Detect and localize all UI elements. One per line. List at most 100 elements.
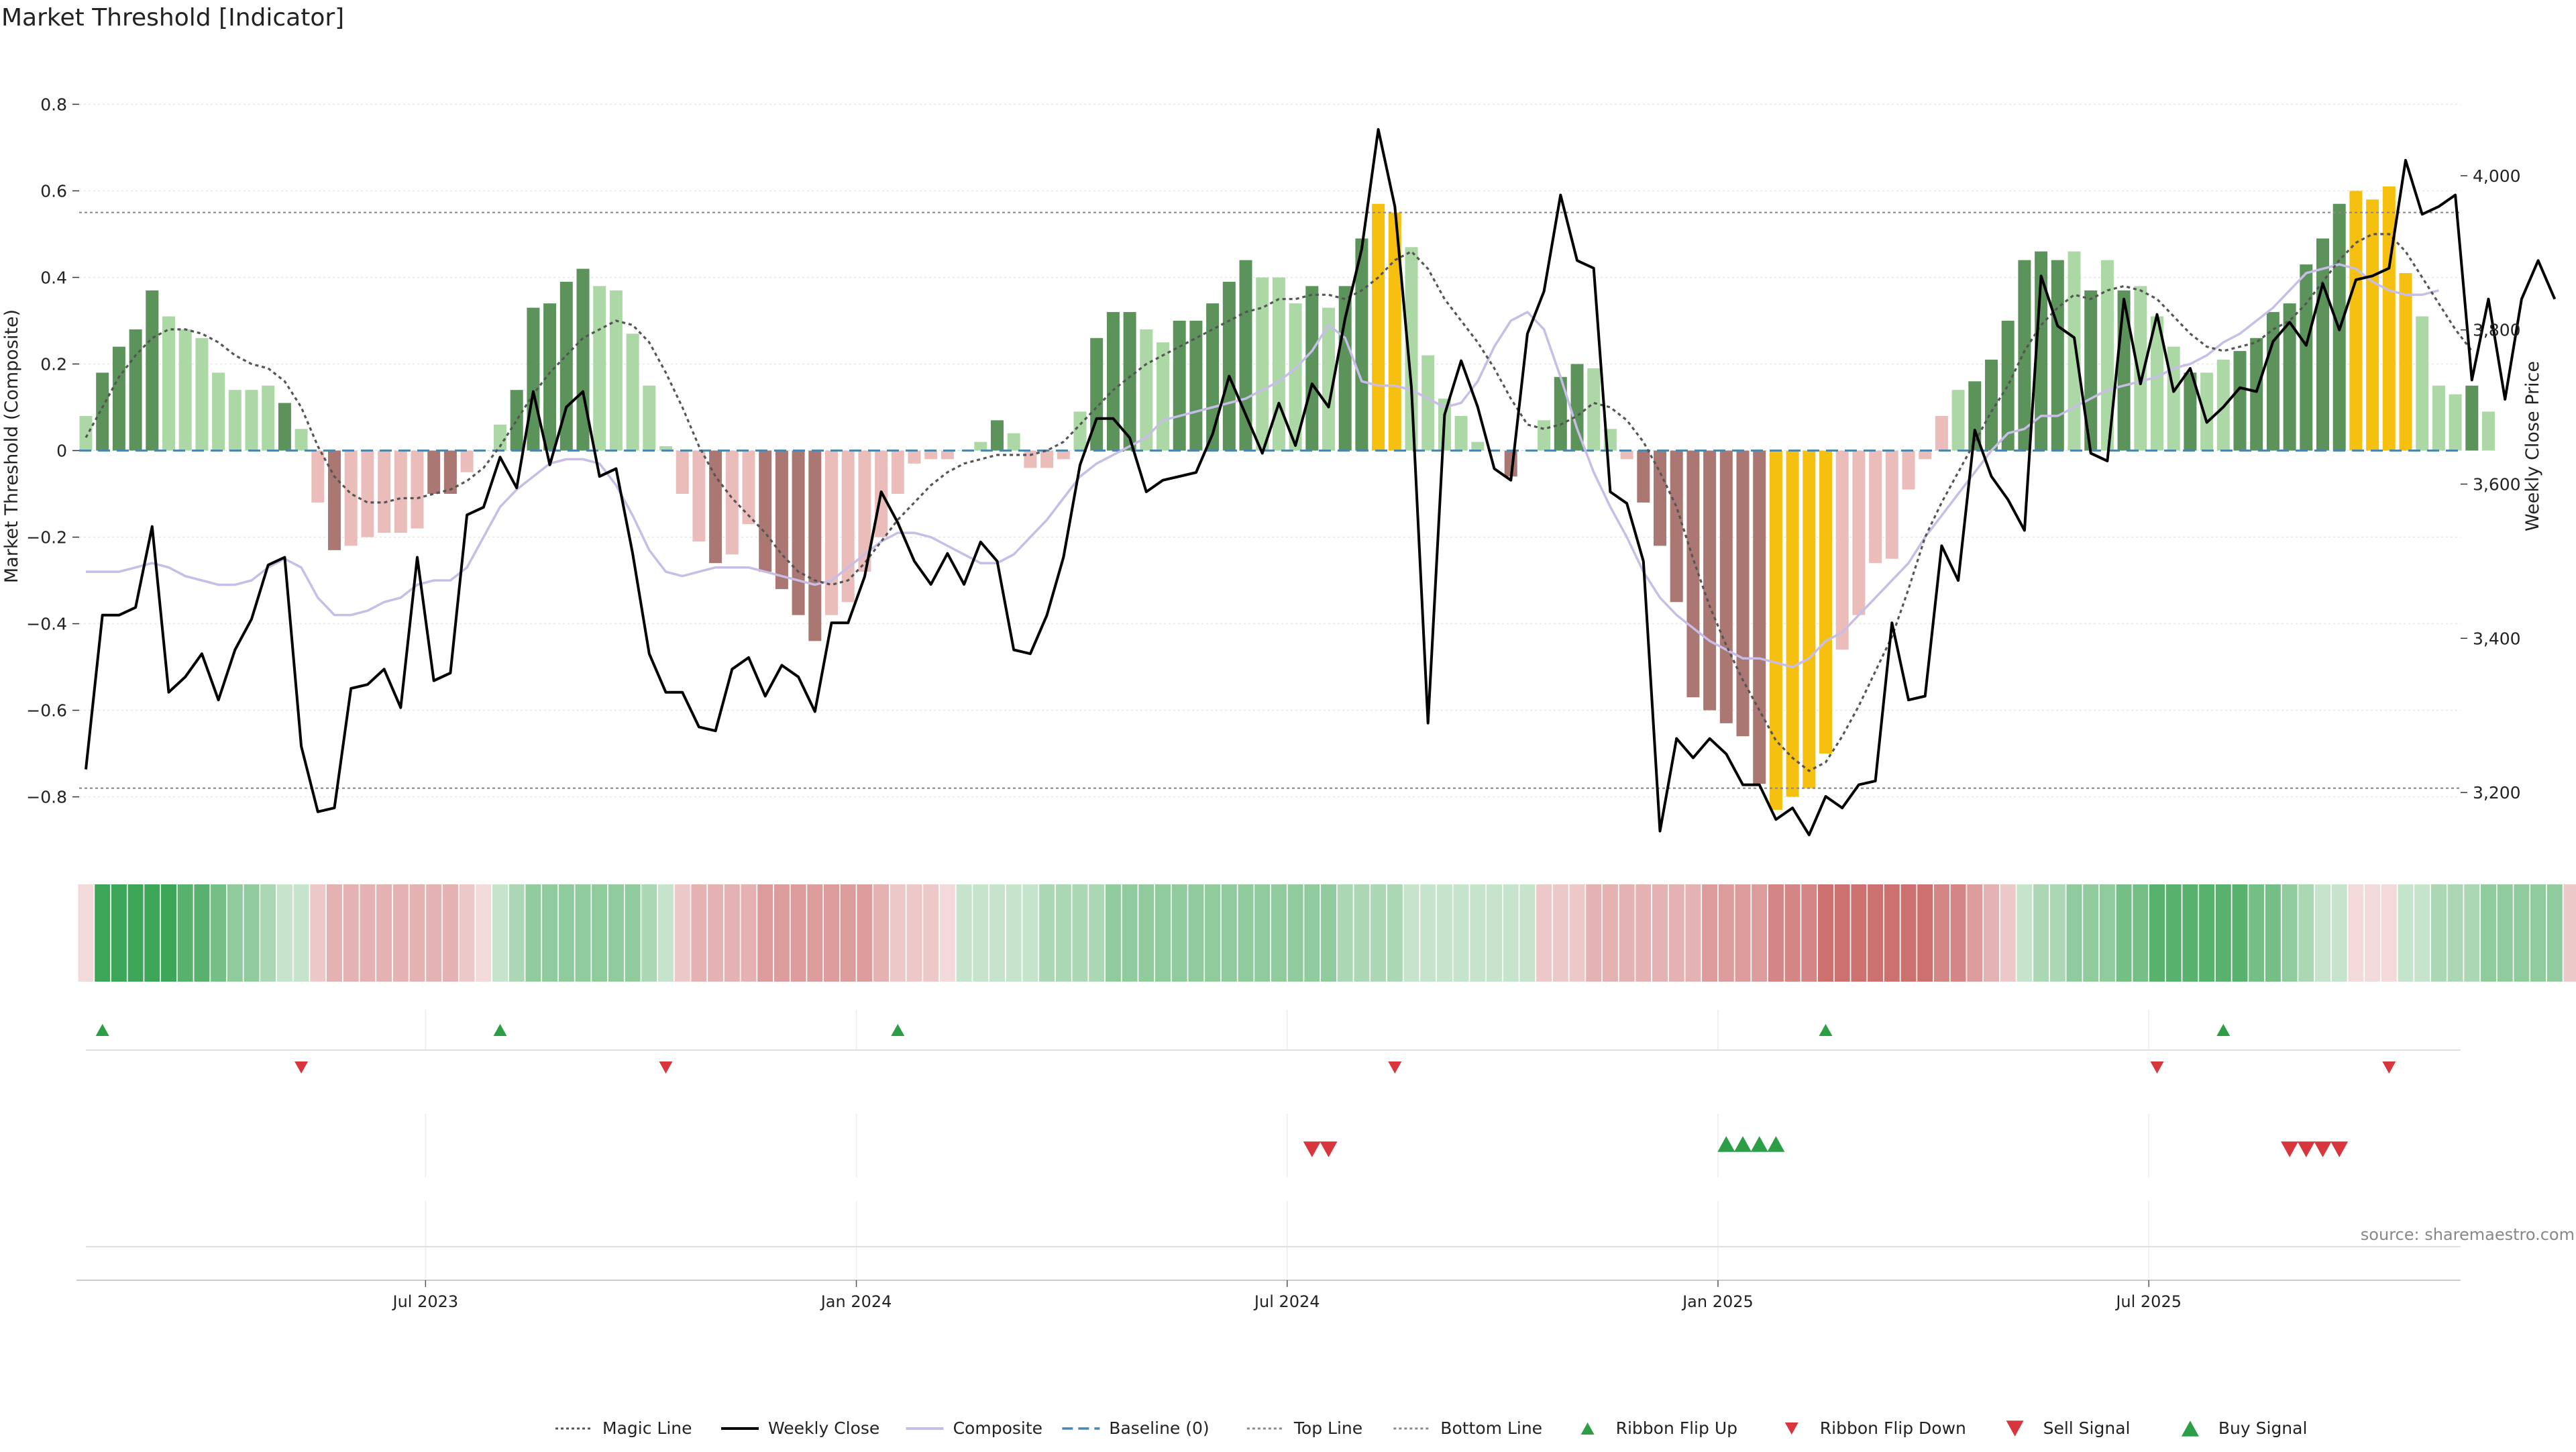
ribbon-cell	[824, 884, 839, 982]
left-tick-label: 0	[56, 442, 67, 461]
legend-swatch	[1581, 1422, 1595, 1435]
ribbon-cell	[2332, 884, 2347, 982]
composite-bar	[1703, 451, 1716, 711]
x-tick-label: Jan 2024	[820, 1292, 892, 1311]
ribbon-cell	[2448, 884, 2463, 982]
ribbon-cell	[724, 884, 740, 982]
ribbon-cell	[525, 884, 541, 982]
composite-bar	[643, 386, 655, 451]
ribbon-cell	[890, 884, 906, 982]
ribbon-cell	[658, 884, 674, 982]
ribbon-cell	[691, 884, 706, 982]
legend-swatch	[1785, 1422, 1799, 1435]
ribbon-cell	[542, 884, 557, 982]
ribbon-cell	[1851, 884, 1866, 982]
composite-bar	[759, 451, 771, 572]
ribbon-cell	[2498, 884, 2513, 982]
composite-bar	[229, 390, 241, 450]
composite-bar	[2349, 191, 2362, 450]
ribbon-cell	[807, 884, 822, 982]
left-tick-label: −0.4	[26, 615, 67, 634]
ribbon-cell	[1652, 884, 1668, 982]
ribbon-flip-up-marker	[96, 1024, 109, 1036]
ribbon-cell	[1619, 884, 1635, 982]
legend-label: Composite	[953, 1418, 1042, 1438]
composite-bar	[1637, 451, 1650, 503]
composite-bar	[1621, 451, 1633, 460]
ribbon-cell	[1570, 884, 1585, 982]
composite-bar	[1008, 433, 1020, 451]
ribbon-cell	[841, 884, 856, 982]
ribbon-cell	[1437, 884, 1452, 982]
ribbon-cell	[1818, 884, 1833, 982]
legend-item: Composite	[906, 1418, 1042, 1438]
ribbon-cell	[873, 884, 889, 982]
ribbon-cell	[393, 884, 409, 982]
sell-signal-marker	[2298, 1141, 2315, 1157]
ribbon-cell	[2265, 884, 2281, 982]
legend-label: Buy Signal	[2218, 1418, 2308, 1438]
ribbon-cell	[1470, 884, 1485, 982]
ribbon-cell	[1719, 884, 1734, 982]
ribbon-cell	[2547, 884, 2563, 982]
ribbon-cell	[989, 884, 1005, 982]
legend-item: Ribbon Flip Up	[1581, 1418, 1737, 1438]
ribbon-flip-up-marker	[891, 1024, 904, 1036]
composite-bar	[1074, 411, 1087, 450]
ribbon-cell	[194, 884, 209, 982]
composite-bar	[96, 372, 109, 450]
composite-bar	[1952, 390, 1965, 450]
composite-bar	[775, 451, 788, 589]
ribbon-cell	[1354, 884, 1369, 982]
ribbon-cell	[2233, 884, 2248, 982]
ribbon-cell	[2182, 884, 2198, 982]
ribbon-cell	[1603, 884, 1618, 982]
ribbon-cell	[1586, 884, 1601, 982]
composite-bar	[991, 420, 1004, 450]
ribbon-cell	[2017, 884, 2032, 982]
ribbon-cell	[277, 884, 292, 982]
composite-bar	[1770, 451, 1782, 810]
ribbon-cell	[1685, 884, 1701, 982]
signals-layer	[86, 1024, 2461, 1247]
composite-bar	[246, 390, 258, 450]
ribbon-cell	[227, 884, 243, 982]
composite-bar	[262, 386, 274, 451]
sell-signal-marker	[2281, 1141, 2298, 1157]
composite-bar	[311, 451, 324, 503]
ribbon-cell	[2381, 884, 2397, 982]
ribbon-cell	[741, 884, 757, 982]
composite-bar	[1305, 286, 1318, 450]
ribbon-flip-down-marker	[2151, 1061, 2164, 1074]
composite-bar	[692, 451, 705, 541]
composite-bar	[1455, 416, 1468, 451]
ribbon-cell	[1254, 884, 1270, 982]
right-tick-label: 3,400	[2473, 629, 2521, 648]
x-tick-label: Jul 2025	[2114, 1292, 2182, 1311]
composite-bar	[1803, 451, 1815, 788]
composite-bar	[2400, 273, 2412, 450]
composite-bar	[908, 451, 921, 464]
composite-bar	[627, 333, 639, 450]
composite-bar	[726, 451, 739, 555]
legend-label: Magic Line	[602, 1418, 692, 1438]
x-tick-label: Jul 2024	[1253, 1292, 1320, 1311]
composite-bar	[345, 451, 358, 546]
ribbon-cell	[923, 884, 938, 982]
composite-bar	[2118, 291, 2131, 451]
ribbon-cell	[476, 884, 491, 982]
ribbon-cell	[2414, 884, 2430, 982]
source-label: source: sharemaestro.com	[2361, 1225, 2575, 1244]
legend-label: Ribbon Flip Down	[1820, 1418, 1966, 1438]
composite-bar	[212, 372, 225, 450]
legend-label: Ribbon Flip Up	[1616, 1418, 1737, 1438]
ribbon-cell	[2348, 884, 2363, 982]
ribbon-cell	[2530, 884, 2546, 982]
composite-bar	[1935, 416, 1948, 451]
composite-bar	[278, 403, 291, 451]
ribbon-cell	[1205, 884, 1220, 982]
ribbon-cell	[2514, 884, 2529, 982]
left-tick-label: 0.4	[40, 268, 67, 287]
